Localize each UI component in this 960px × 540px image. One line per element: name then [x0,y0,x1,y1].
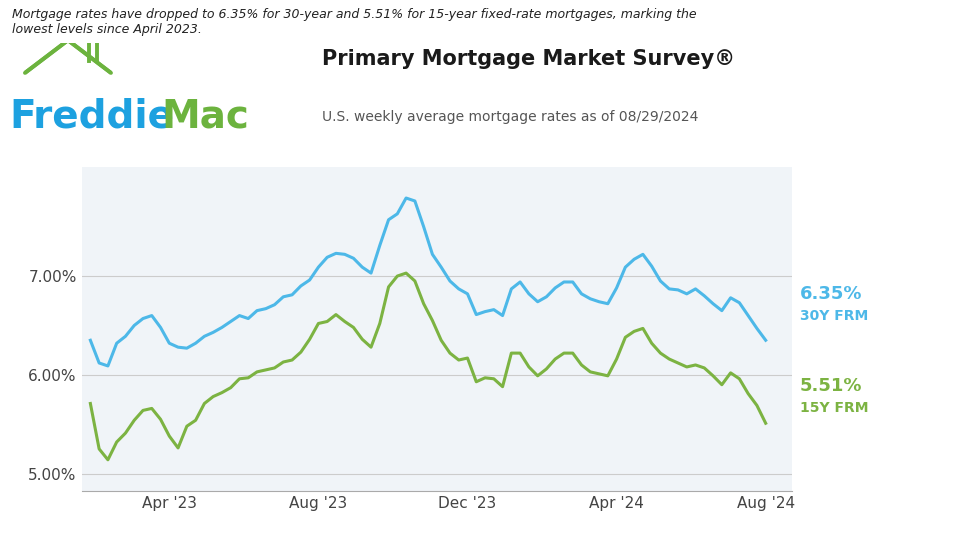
Text: Freddie: Freddie [10,97,175,135]
Text: 15Y FRM: 15Y FRM [800,401,868,415]
Text: Mortgage rates have dropped to 6.35% for 30-year and 5.51% for 15-year fixed-rat: Mortgage rates have dropped to 6.35% for… [12,8,696,36]
Text: Primary Mortgage Market Survey®: Primary Mortgage Market Survey® [322,49,734,69]
Text: U.S. weekly average mortgage rates as of 08/29/2024: U.S. weekly average mortgage rates as of… [322,110,698,124]
Text: 6.35%: 6.35% [800,285,862,303]
Text: 30Y FRM: 30Y FRM [800,309,868,323]
Text: Mac: Mac [161,97,250,135]
Text: 5.51%: 5.51% [800,377,862,395]
